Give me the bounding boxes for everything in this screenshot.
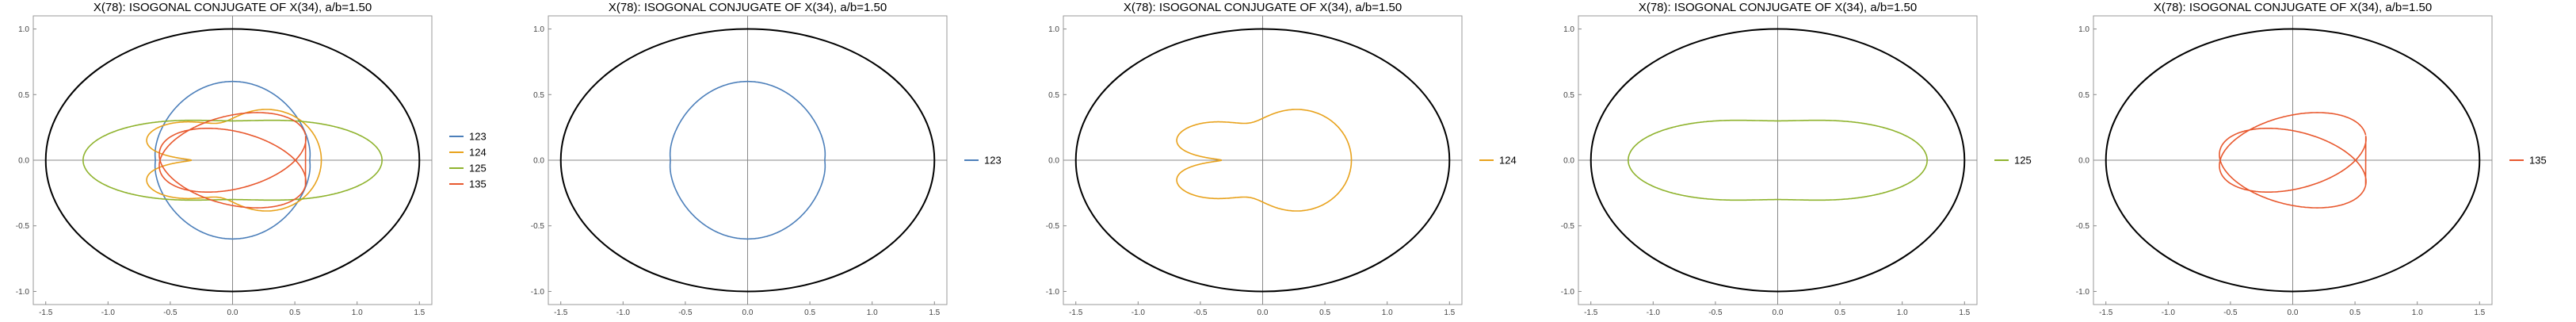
x-tick-label: 1.0 [1382, 309, 1393, 317]
y-tick-label: 1.0 [18, 25, 29, 34]
series-line-123 [154, 80, 311, 240]
y-tick-label: 1.0 [533, 25, 544, 34]
y-tick-label: 0.0 [533, 157, 544, 166]
y-tick-label: 0.5 [18, 91, 29, 100]
series-line-124 [1176, 109, 1353, 212]
y-tick-label: 0.5 [1048, 91, 1059, 100]
y-tick-label: 1.0 [1048, 25, 1059, 34]
chart-title: X(78): ISOGONAL CONJUGATE OF X(34), a/b=… [609, 1, 887, 14]
x-tick-label: 1.5 [2474, 309, 2485, 317]
boundary-ellipse [559, 28, 936, 293]
y-tick-label: -1.0 [16, 288, 30, 297]
x-tick-label: -1.0 [1132, 309, 1146, 317]
y-tick-label: -1.0 [1046, 288, 1060, 297]
x-tick-label: 0.5 [289, 309, 300, 317]
x-tick-label: -0.5 [1708, 309, 1723, 317]
y-tick-label: -1.0 [2076, 288, 2090, 297]
chart-title: X(78): ISOGONAL CONJUGATE OF X(34), a/b=… [93, 1, 372, 14]
x-tick-label: -1.5 [1069, 309, 1083, 317]
y-tick-label: -0.5 [1561, 222, 1575, 231]
legend-label-125: 125 [469, 163, 487, 174]
x-tick-label: -0.5 [1193, 309, 1208, 317]
y-tick-label: -1.0 [1561, 288, 1575, 297]
y-tick-label: 0.0 [1563, 157, 1574, 166]
chart-panel-3: X(78): ISOGONAL CONJUGATE OF X(34), a/b=… [1046, 1, 1517, 317]
x-tick-label: 0.0 [1257, 309, 1269, 317]
x-tick-label: 1.0 [352, 309, 363, 317]
x-tick-label: -1.0 [1647, 309, 1661, 317]
x-tick-label: 1.0 [2412, 309, 2423, 317]
y-tick-label: -0.5 [16, 222, 30, 231]
chart-panel-1: X(78): ISOGONAL CONJUGATE OF X(34), a/b=… [16, 1, 487, 317]
x-tick-label: 1.5 [929, 309, 940, 317]
chart-panel-5: X(78): ISOGONAL CONJUGATE OF X(34), a/b=… [2076, 1, 2547, 317]
y-tick-label: 0.5 [1563, 91, 1574, 100]
x-tick-label: 0.0 [742, 309, 754, 317]
legend-label-125: 125 [2014, 155, 2032, 167]
y-tick-label: 1.0 [1563, 25, 1574, 34]
chart-panel-2: X(78): ISOGONAL CONJUGATE OF X(34), a/b=… [531, 1, 1002, 317]
x-tick-label: 0.5 [1319, 309, 1330, 317]
x-tick-label: -1.0 [101, 309, 116, 317]
x-tick-label: -1.5 [2099, 309, 2113, 317]
series-line-135 [2219, 112, 2367, 209]
x-tick-label: 0.0 [227, 309, 239, 317]
y-tick-label: 0.5 [2078, 91, 2089, 100]
x-tick-label: -1.0 [616, 309, 631, 317]
y-tick-label: 0.5 [533, 91, 544, 100]
series-line-135 [158, 112, 307, 209]
series-line-123 [669, 80, 826, 240]
x-tick-label: 0.5 [1834, 309, 1845, 317]
boundary-ellipse [1074, 28, 1451, 293]
x-tick-label: -0.5 [163, 309, 177, 317]
x-tick-label: 0.0 [1773, 309, 1784, 317]
x-tick-label: -0.5 [2223, 309, 2238, 317]
x-tick-label: 1.5 [1444, 309, 1455, 317]
legend-label-123: 123 [984, 155, 1002, 167]
legend-label-124: 124 [469, 147, 487, 159]
x-tick-label: 0.5 [2349, 309, 2360, 317]
x-tick-label: 0.0 [2288, 309, 2299, 317]
x-tick-label: -0.5 [678, 309, 693, 317]
boundary-ellipse [1589, 28, 1966, 293]
legend-label-124: 124 [1499, 155, 1517, 167]
legend-label-135: 135 [469, 178, 487, 190]
x-tick-label: -1.0 [2162, 309, 2176, 317]
legend-label-135: 135 [2529, 155, 2547, 167]
x-tick-label: 0.5 [804, 309, 815, 317]
chart-title: X(78): ISOGONAL CONJUGATE OF X(34), a/b=… [2154, 1, 2432, 14]
x-tick-label: -1.5 [39, 309, 53, 317]
x-tick-label: 1.5 [1959, 309, 1970, 317]
y-tick-label: -0.5 [1046, 222, 1060, 231]
chart-title: X(78): ISOGONAL CONJUGATE OF X(34), a/b=… [1124, 1, 1402, 14]
x-tick-label: 1.0 [867, 309, 878, 317]
y-tick-label: -0.5 [531, 222, 545, 231]
y-tick-label: 0.0 [1048, 157, 1059, 166]
x-tick-label: 1.5 [414, 309, 425, 317]
chart-title: X(78): ISOGONAL CONJUGATE OF X(34), a/b=… [1639, 1, 1917, 14]
series-line-125 [1628, 119, 1928, 201]
x-tick-label: -1.5 [1584, 309, 1598, 317]
boundary-ellipse [2105, 28, 2481, 293]
boundary-ellipse [44, 28, 421, 293]
y-tick-label: 0.0 [18, 157, 29, 166]
y-tick-label: -0.5 [2076, 222, 2090, 231]
series-line-125 [82, 119, 383, 201]
y-tick-label: -1.0 [531, 288, 545, 297]
x-tick-label: -1.5 [554, 309, 568, 317]
legend-label-123: 123 [469, 131, 487, 143]
chart-panel-4: X(78): ISOGONAL CONJUGATE OF X(34), a/b=… [1561, 1, 2032, 317]
y-tick-label: 1.0 [2078, 25, 2089, 34]
y-tick-label: 0.0 [2078, 157, 2089, 166]
x-tick-label: 1.0 [1897, 309, 1908, 317]
series-line-124 [146, 109, 322, 212]
